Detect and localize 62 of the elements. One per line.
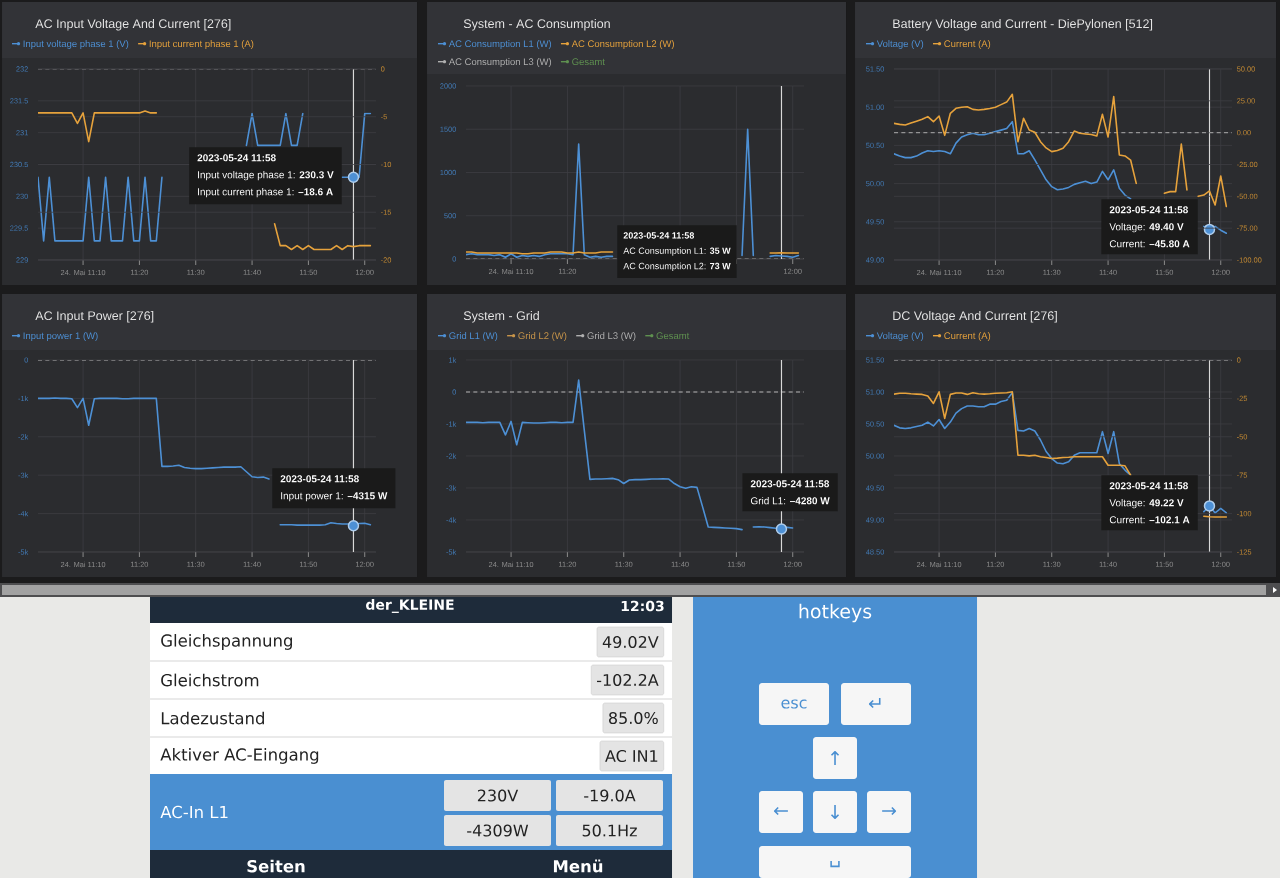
text: der_KLEINE <box>366 599 454 613</box>
annotation: Voltage: 49.40 V <box>1109 223 1184 233</box>
legend-label: AC Consumption L1 (W) <box>448 40 552 49</box>
text: Seiten <box>247 859 305 873</box>
annotation: 2023-05-24 11:58 <box>750 480 830 488</box>
text: Gleichspannung <box>161 634 292 650</box>
annotation: 2023-05-24 11:58 <box>197 154 276 162</box>
text: hotkeys <box>799 603 872 623</box>
text: ␣ <box>830 860 840 868</box>
text: Aktiver AC-Eingang <box>160 748 319 764</box>
chart-title: DC Voltage And Current [276] <box>893 310 1057 323</box>
legend-label: Input voltage phase 1 (V) <box>23 40 129 49</box>
chart-title: System - AC Consumption <box>463 18 610 31</box>
chart-title: AC Input Power [276] <box>35 310 154 323</box>
chart-title: Battery Voltage and Current - DiePylonen [512] <box>893 18 1153 31</box>
text: 85.0% <box>609 711 658 725</box>
text: 49.02V <box>602 635 659 649</box>
text: 12:03 <box>621 600 664 612</box>
legend-label: Current (A) <box>944 332 991 341</box>
legend-label: Current (A) <box>944 40 991 49</box>
legend-label: Grid L1 (W) <box>449 332 498 341</box>
text: -102.2A <box>596 673 659 687</box>
text: AC-In L1 <box>160 805 228 819</box>
annotation: Input power 1: –4315 W <box>281 492 388 502</box>
legend-label: AC Consumption L3 (W) <box>448 58 552 67</box>
annotation: Current: –102.1 A <box>1109 516 1190 524</box>
legend-label: Input power 1 (W) <box>23 332 98 341</box>
annotation: Current: –45.80 A <box>1109 240 1190 248</box>
text: esc <box>781 699 807 709</box>
text: ↑ <box>830 751 840 765</box>
text: Ladezustand <box>161 711 264 725</box>
annotation: Voltage: 49.22 V <box>1109 499 1184 509</box>
annotation: Input current phase 1: –18.6 A <box>198 188 333 198</box>
text: ↓ <box>830 805 840 819</box>
text: Gleichstrom <box>161 673 259 687</box>
legend-label: Input current phase 1 (A) <box>149 40 254 49</box>
annotation: 2023-05-24 11:58 <box>1109 482 1188 490</box>
legend-label: Gesamt <box>572 58 605 66</box>
text: ↵ <box>868 698 881 709</box>
legend-label: Grid L2 (W) <box>518 332 567 341</box>
chart-title: AC Input Voltage And Current [276] <box>35 18 231 31</box>
annotation: 2023-05-24 11:58 <box>280 475 359 483</box>
text: -19.0A <box>584 789 636 802</box>
text: AC Consumption L2: 73 W <box>623 262 731 271</box>
text: → <box>882 806 897 816</box>
legend-label: Grid L3 (W) <box>587 332 636 341</box>
text: ← <box>773 806 788 816</box>
text: AC IN1 <box>605 749 658 763</box>
annotation: 2023-05-24 11:58 <box>1109 206 1188 214</box>
text: 50.1Hz <box>582 824 637 837</box>
legend-label: AC Consumption L2 (W) <box>571 40 674 49</box>
legend-label: Voltage (V) <box>876 332 924 341</box>
annotation: Grid L1: –4280 W <box>750 497 830 505</box>
annotation: Input voltage phase 1: 230.3 V <box>198 171 334 181</box>
legend-label: Voltage (V) <box>876 40 924 49</box>
annotation: 2023-05-24 11:58 <box>623 232 695 239</box>
text: Menü <box>553 859 603 873</box>
text: -4309W <box>467 824 529 837</box>
annotation: AC Consumption L1: 35 W <box>623 247 731 256</box>
text: 230V <box>477 789 519 802</box>
legend-label: Gesamt <box>656 332 690 340</box>
chart-title: System - Grid <box>463 310 539 323</box>
